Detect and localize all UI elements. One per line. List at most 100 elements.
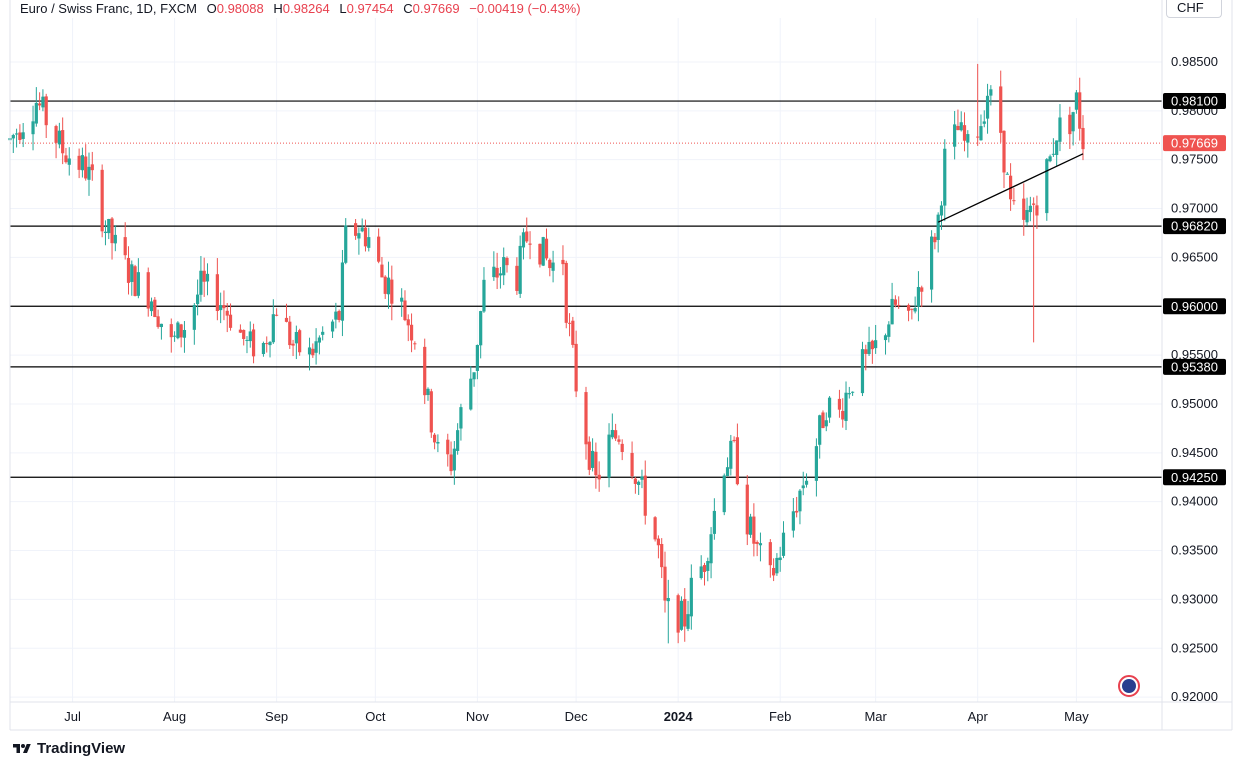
- candle: [100, 164, 104, 238]
- candle-body: [380, 264, 384, 278]
- candle-body: [1012, 200, 1016, 202]
- candle-body: [956, 125, 960, 131]
- candle-body: [11, 135, 15, 139]
- candle-body: [307, 347, 312, 355]
- candle-body: [456, 430, 460, 451]
- candle: [666, 579, 670, 644]
- candle-body: [798, 490, 802, 512]
- candle-body: [84, 156, 88, 179]
- candle-body: [702, 565, 707, 572]
- candle-body: [403, 300, 407, 321]
- x-tick-label: Mar: [864, 709, 887, 724]
- candle-body: [432, 434, 437, 443]
- tradingview-logo-icon: [13, 743, 31, 753]
- candle-body: [479, 311, 483, 346]
- candle-body: [449, 454, 453, 472]
- candle: [1012, 187, 1016, 205]
- candle: [679, 596, 684, 631]
- candle: [847, 386, 851, 399]
- globe-icon[interactable]: [1118, 675, 1140, 697]
- candle: [732, 436, 736, 443]
- candle: [242, 329, 246, 346]
- candle: [590, 438, 595, 472]
- candle-body: [317, 337, 321, 343]
- symbol-title[interactable]: Euro / Swiss Franc, 1D, FXCM: [20, 1, 197, 16]
- candle: [330, 319, 335, 338]
- last-price-badge: [1163, 135, 1226, 152]
- candle: [196, 279, 200, 316]
- candle: [1074, 90, 1079, 114]
- y-tick-label: 0.94500: [1171, 445, 1218, 460]
- candle-body: [966, 134, 970, 143]
- candle: [317, 335, 321, 355]
- candle-body: [791, 511, 795, 531]
- candle: [11, 133, 15, 153]
- candle-body: [271, 314, 275, 343]
- currency-button[interactable]: CHF: [1166, 0, 1222, 18]
- candle: [314, 328, 318, 365]
- candle-body: [841, 410, 845, 420]
- candle: [630, 441, 634, 480]
- candle-body: [962, 125, 967, 141]
- candle-body: [136, 272, 140, 296]
- candle-body: [564, 262, 568, 323]
- last-price-label: 0.97669: [1171, 136, 1218, 151]
- candle-body: [827, 397, 832, 418]
- candle: [311, 343, 315, 358]
- candle: [228, 303, 233, 331]
- candle-body: [867, 341, 871, 355]
- candle-body: [452, 448, 456, 471]
- candle-body: [179, 324, 183, 338]
- open-label: O: [206, 1, 217, 16]
- candle: [38, 92, 42, 111]
- candle: [469, 366, 473, 411]
- grid-lines: [10, 18, 1162, 702]
- candle: [660, 538, 664, 579]
- candle-body: [561, 259, 565, 265]
- candle: [851, 391, 855, 396]
- candle: [515, 257, 519, 295]
- candle-body: [610, 429, 614, 438]
- candle: [34, 87, 38, 127]
- candle: [702, 562, 707, 586]
- candle-body: [357, 233, 361, 239]
- candle-body: [1074, 92, 1079, 110]
- y-tick-label: 0.95500: [1171, 347, 1218, 362]
- candle: [735, 423, 740, 486]
- candle-body: [31, 121, 35, 135]
- candle-body: [729, 440, 733, 469]
- tradingview-logo[interactable]: TradingView: [12, 740, 125, 757]
- candle-body: [847, 393, 851, 395]
- candle: [906, 303, 911, 322]
- candle-body: [1051, 153, 1055, 155]
- candle: [943, 139, 947, 222]
- candle: [426, 387, 430, 401]
- candle: [725, 457, 730, 477]
- candle: [215, 258, 219, 321]
- candle-body: [913, 308, 917, 312]
- high-label: H: [273, 1, 283, 16]
- candle-body: [910, 308, 914, 310]
- candle-body: [146, 272, 150, 309]
- candle-body: [864, 349, 868, 354]
- candle-body: [985, 95, 990, 119]
- candles: [8, 63, 1085, 644]
- candle-body: [426, 388, 430, 396]
- x-tick-label: Apr: [968, 709, 989, 724]
- candle: [1051, 138, 1055, 157]
- candle: [643, 460, 647, 525]
- x-tick-label: Aug: [163, 709, 186, 724]
- candle: [360, 218, 364, 233]
- candle: [383, 275, 387, 299]
- candle-body: [1055, 140, 1059, 156]
- candle: [814, 438, 818, 497]
- candle-body: [890, 298, 894, 325]
- candle: [548, 258, 552, 277]
- candle-body: [778, 557, 782, 561]
- candle-body: [860, 349, 865, 394]
- candle-body: [251, 329, 256, 357]
- candle: [275, 308, 279, 317]
- candle: [199, 256, 203, 302]
- candle-body: [459, 407, 463, 429]
